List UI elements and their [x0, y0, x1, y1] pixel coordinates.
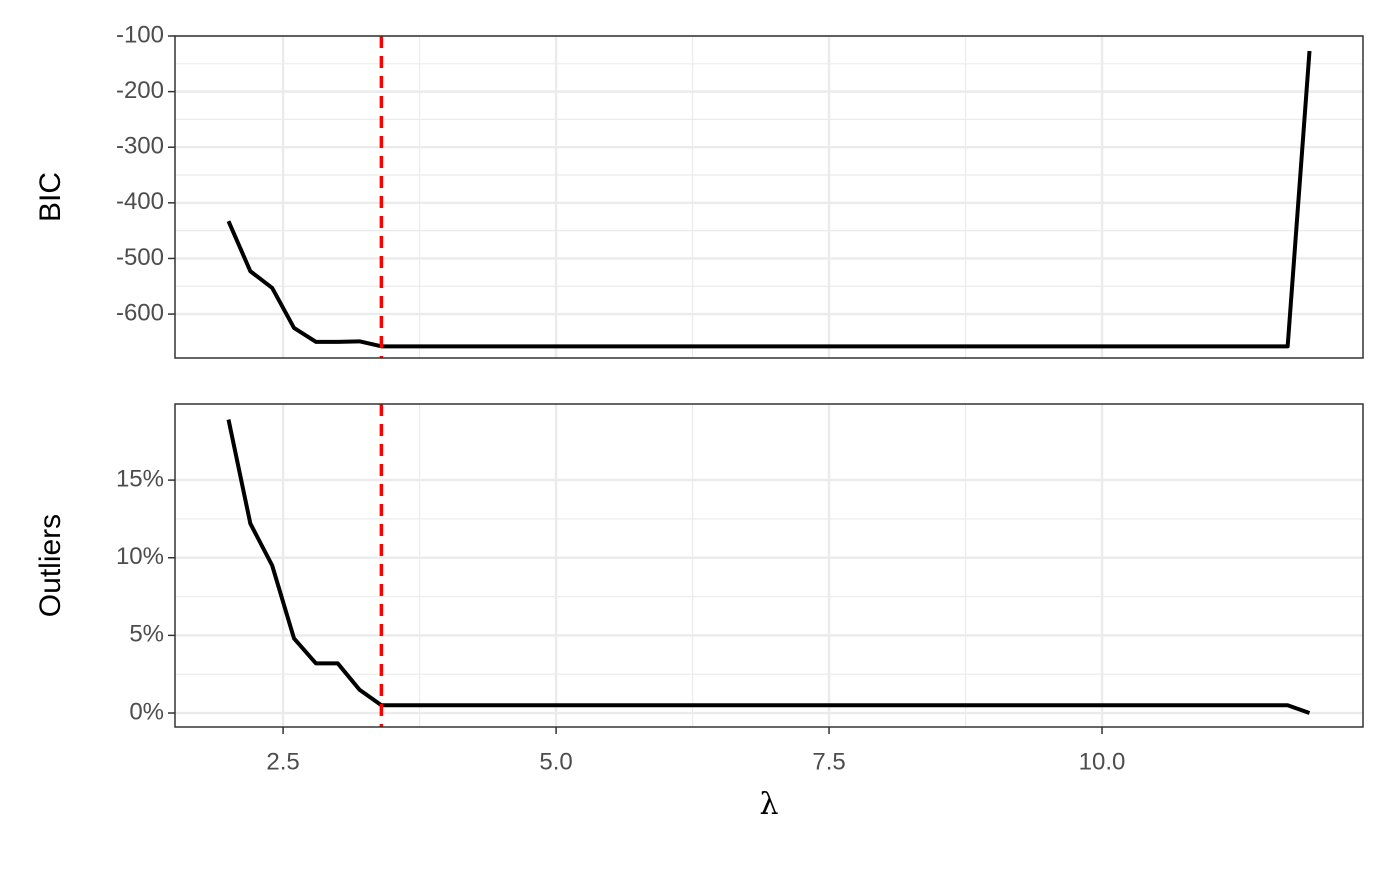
y-axis-title: BIC [34, 172, 67, 222]
y-tick-label: -600 [116, 299, 164, 326]
y-tick-label: -500 [116, 244, 164, 271]
data-line [226, 50, 1312, 349]
x-tick-label: 5.0 [539, 748, 572, 775]
y-tick-label: 10% [116, 543, 164, 570]
panel-border [174, 35, 1364, 359]
panel-border [174, 403, 1364, 728]
y-tick-label: 0% [129, 698, 164, 725]
y-tick-label: -400 [116, 188, 164, 215]
data-line [226, 419, 1311, 715]
y-tick-label: 5% [129, 621, 164, 648]
x-tick-label: 10.0 [1079, 748, 1126, 775]
y-axis-title: Outliers [34, 514, 67, 617]
y-tick-label: 15% [116, 465, 164, 492]
y-tick-label: -300 [116, 133, 164, 160]
y-tick-label: -200 [116, 77, 164, 104]
x-axis-title: λ [759, 787, 778, 822]
y-tick-label: -100 [116, 21, 164, 48]
x-tick-label: 2.5 [266, 748, 299, 775]
x-tick-label: 7.5 [812, 748, 845, 775]
